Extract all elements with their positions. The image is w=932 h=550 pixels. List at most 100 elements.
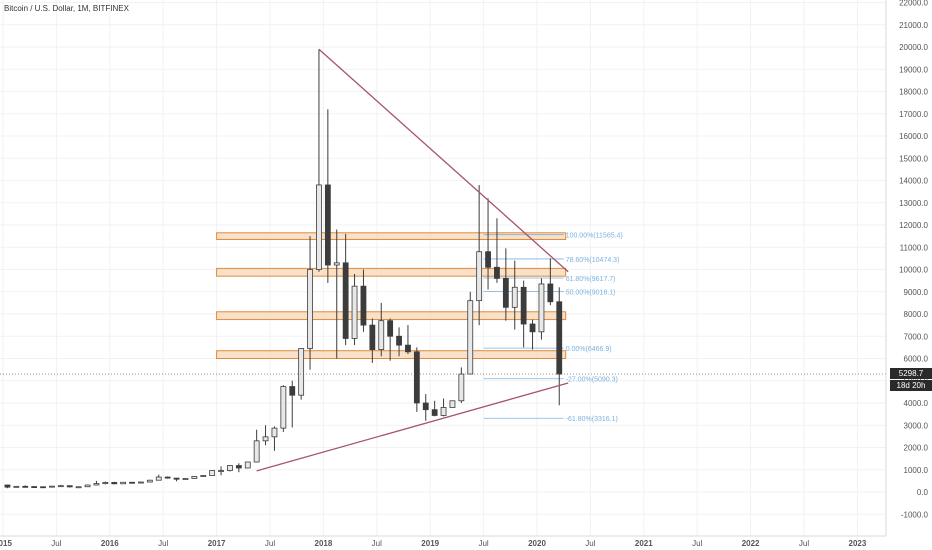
y-tick-label: 9000.0: [904, 288, 929, 297]
fib-label: 0.00%(6466.9): [566, 346, 612, 353]
zone-rect: [216, 311, 567, 321]
time-axis[interactable]: 2015 Jul 2016 Jul 2017 Jul 2018 Jul 2019 Jul 2020 J…: [0, 539, 867, 548]
candle-body: [431, 409, 438, 416]
y-tick-label: 12000.0: [899, 221, 928, 230]
y-tick-label: 7000.0: [904, 332, 929, 341]
x-tick-label: Jul: [372, 539, 382, 548]
candle-body: [75, 486, 82, 489]
x-tick-label: 2021: [635, 539, 653, 548]
candle-body: [57, 485, 64, 488]
candle-body: [396, 335, 402, 346]
x-tick-label: 2016: [101, 539, 119, 548]
candle-body: [120, 481, 127, 485]
candle-body: [342, 262, 349, 339]
candle-body: [289, 386, 296, 396]
x-tick-label: 2018: [315, 539, 333, 548]
candle-body: [22, 485, 29, 488]
y-tick-label: 19000.0: [899, 65, 928, 74]
y-tick-label: 10000.0: [899, 266, 928, 275]
x-tick-label: Jul: [51, 539, 61, 548]
candle-body: [262, 436, 269, 442]
y-tick-label: 1000.0: [904, 466, 929, 475]
candle-body: [102, 482, 109, 485]
fib-label: 50.00%(9016.1): [566, 289, 616, 296]
chart-title: Bitcoin / U.S. Dollar, 1M, BITFINEX: [4, 4, 129, 13]
candle-body: [458, 373, 465, 402]
candle-body: [235, 465, 242, 469]
current-price-tag: 5298.7: [890, 368, 932, 380]
y-tick-label: 6000.0: [904, 355, 929, 364]
countdown-tag: 18d 20h: [890, 380, 932, 392]
candle-body: [146, 479, 153, 483]
candle-body: [529, 323, 536, 333]
candle-body: [4, 484, 11, 488]
zone-rect: [216, 350, 567, 359]
trendline: [318, 48, 569, 273]
candle-body: [93, 483, 100, 486]
price-axis[interactable]: -1000.00.01000.02000.03000.04000.05000.0…: [899, 0, 928, 519]
candle-body: [467, 300, 474, 375]
candle-body: [307, 269, 313, 349]
x-tick-label: 2020: [528, 539, 546, 548]
y-tick-label: 21000.0: [899, 21, 928, 30]
zone-rect: [216, 267, 567, 277]
candle-body: [511, 286, 518, 308]
x-tick-label: Jul: [478, 539, 488, 548]
y-tick-label: 11000.0: [900, 243, 929, 252]
candle-body: [13, 485, 20, 488]
candle-body: [333, 262, 340, 266]
candle-body: [520, 286, 527, 325]
candle-body: [173, 477, 180, 480]
candle-body: [556, 301, 563, 375]
candle-body: [209, 470, 216, 476]
x-tick-label: 2022: [742, 539, 760, 548]
x-tick-label: Jul: [585, 539, 595, 548]
candle-body: [253, 440, 260, 463]
y-tick-label: 0.0: [917, 488, 929, 497]
x-tick-label: 2019: [421, 539, 439, 548]
candle-body: [66, 485, 73, 488]
candle-body: [413, 351, 420, 404]
candle-body: [298, 348, 305, 396]
candle-body: [485, 251, 491, 268]
candle-body: [191, 476, 198, 479]
candlesticks: [4, 49, 563, 489]
fib-label: 78.60%(10474.3): [566, 257, 620, 264]
candle-body: [369, 324, 376, 351]
fib-label: 100.00%(11565.4): [566, 233, 623, 240]
y-tick-label: 15000.0: [899, 154, 928, 163]
x-tick-label: 2023: [849, 539, 867, 548]
fib-label: -27.00%(5090.3): [566, 377, 618, 384]
candle-body: [200, 475, 207, 477]
candle-body: [324, 184, 331, 266]
candle-body: [84, 484, 91, 488]
candle-body: [422, 402, 429, 411]
x-tick-label: 2017: [208, 539, 226, 548]
x-tick-label: Jul: [158, 539, 168, 548]
candle-body: [40, 486, 46, 489]
candle-body: [111, 482, 118, 485]
candle-body: [351, 285, 358, 339]
candle-body: [244, 461, 251, 469]
candle-body: [387, 320, 394, 337]
y-tick-label: 18000.0: [899, 88, 928, 97]
zones: [216, 232, 567, 359]
y-tick-label: 13000.0: [899, 199, 928, 208]
x-tick-label: Jul: [799, 539, 809, 548]
trendline: [256, 382, 569, 472]
candle-body: [538, 283, 545, 333]
candle-body: [476, 251, 483, 302]
x-tick-label: 2015: [0, 539, 12, 548]
candle-body: [182, 478, 189, 480]
y-tick-label: 16000.0: [899, 132, 928, 141]
candle-body: [440, 407, 447, 416]
candle-body: [378, 320, 385, 350]
candle-body: [164, 476, 171, 479]
candle-body: [138, 481, 144, 484]
candle-body: [49, 485, 55, 488]
y-tick-label: -1000.0: [901, 510, 929, 519]
trendlines: [256, 48, 569, 472]
y-tick-label: 3000.0: [904, 421, 929, 430]
y-tick-label: 2000.0: [904, 444, 929, 453]
